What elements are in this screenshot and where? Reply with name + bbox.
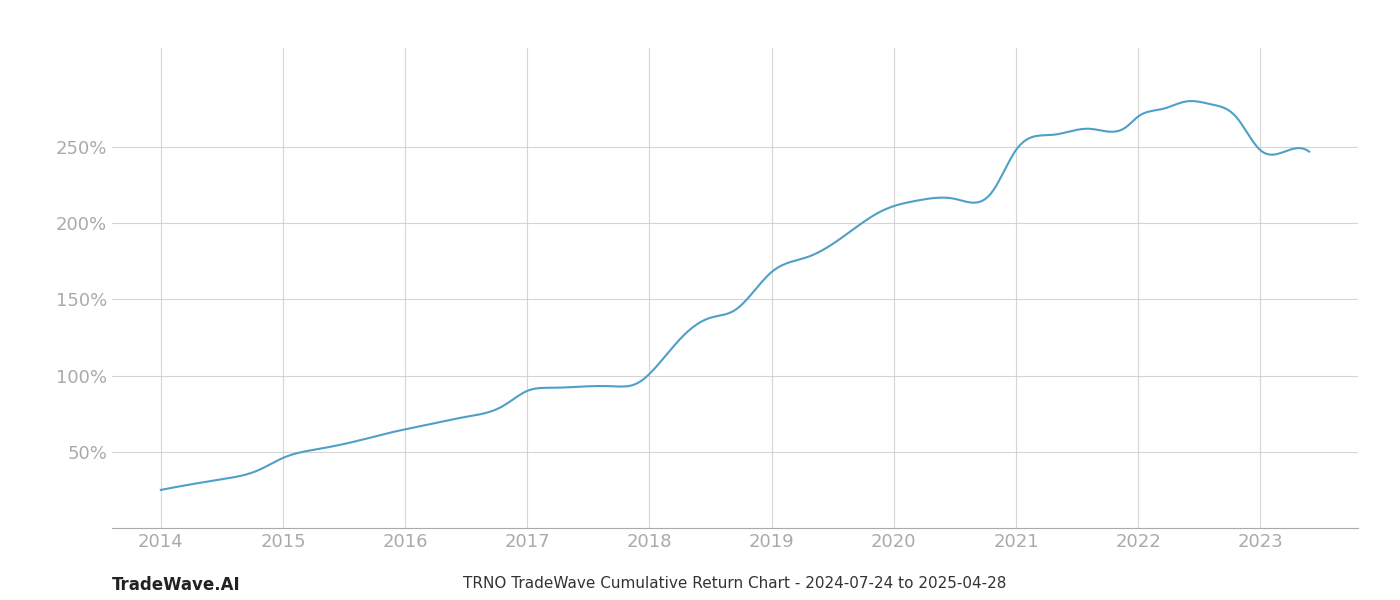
Text: TradeWave.AI: TradeWave.AI bbox=[112, 576, 241, 594]
Text: TRNO TradeWave Cumulative Return Chart - 2024-07-24 to 2025-04-28: TRNO TradeWave Cumulative Return Chart -… bbox=[463, 576, 1007, 591]
